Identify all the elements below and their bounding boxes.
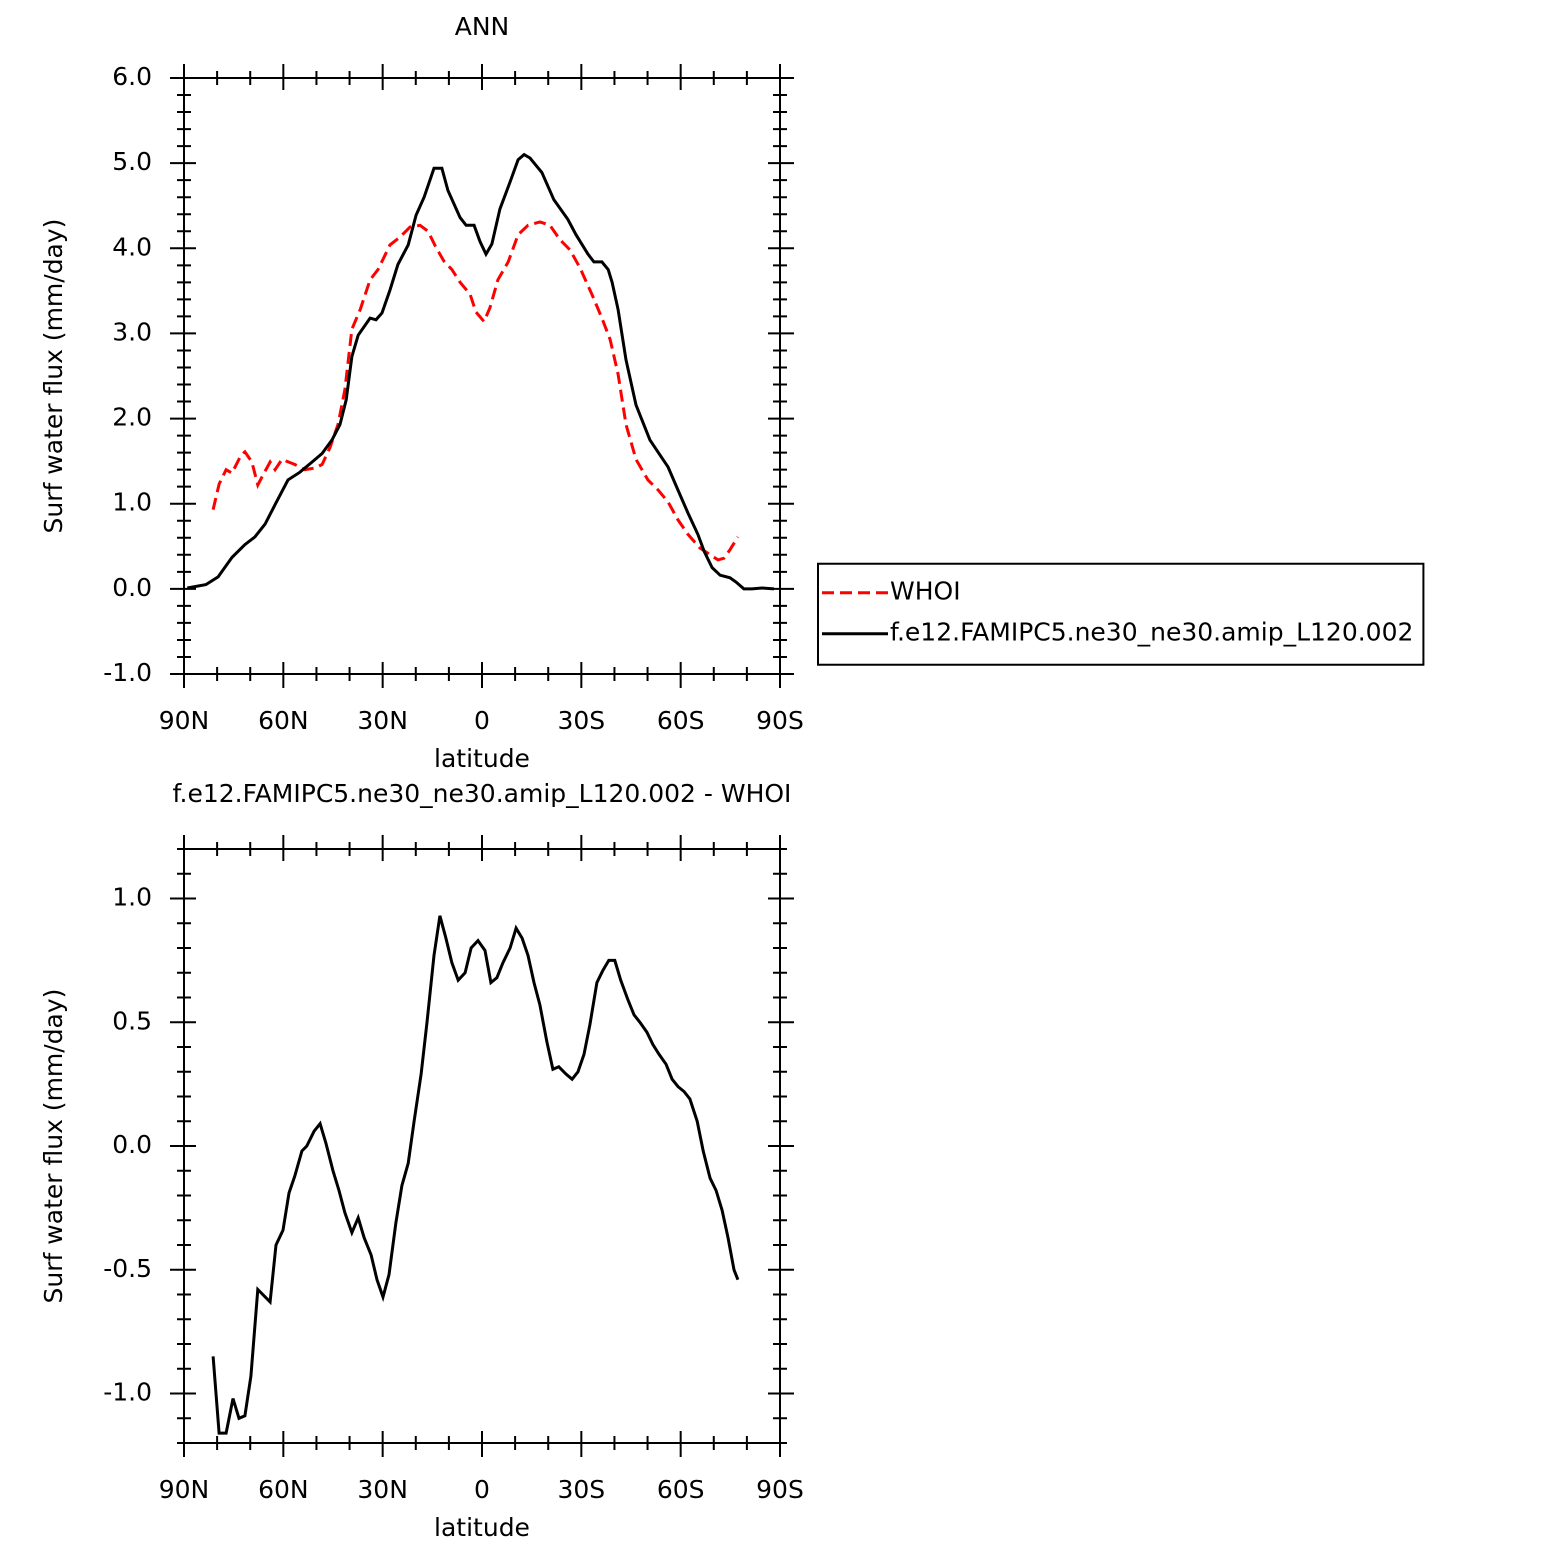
y-tick-label: -1.0 [103, 658, 152, 687]
x-tick-label: 90N [159, 706, 210, 735]
y-tick-label: 0.0 [112, 573, 152, 602]
data-line [187, 152, 775, 591]
y-tick-label: 0.5 [112, 1006, 152, 1035]
y-axis-label: Surf water flux (mm/day) [39, 219, 68, 534]
x-axis-label: latitude [434, 744, 530, 773]
legend-label: f.e12.FAMIPC5.ne30_ne30.amip_L120.002 [890, 618, 1413, 647]
plot-frame [183, 77, 781, 675]
x-tick-label: 60N [258, 1475, 309, 1504]
x-tick-label: 60S [657, 1475, 705, 1504]
legend-box [817, 562, 1425, 666]
x-axis-label: latitude [434, 1513, 530, 1542]
y-tick-label: 2.0 [112, 403, 152, 432]
y-tick-label: 1.0 [112, 883, 152, 912]
y-tick-label: 6.0 [112, 62, 152, 91]
y-axis-label: Surf water flux (mm/day) [39, 989, 68, 1304]
plot-frame [183, 848, 781, 1444]
y-tick-label: 4.0 [112, 232, 152, 261]
x-tick-label: 90S [756, 706, 804, 735]
x-tick-label: 60S [657, 706, 705, 735]
x-tick-label: 0 [474, 706, 490, 735]
x-tick-label: 90N [159, 1475, 210, 1504]
x-tick-label: 30S [557, 1475, 605, 1504]
y-tick-label: -0.5 [103, 1254, 152, 1283]
y-tick-label: 5.0 [112, 147, 152, 176]
legend: WHOI f.e12.FAMIPC5.ne30_ne30.amip_L120.00… [817, 562, 1425, 666]
chart-title: f.e12.FAMIPC5.ne30_ne30.amip_L120.002 - … [173, 779, 792, 808]
y-tick-label: 3.0 [112, 317, 152, 346]
y-tick-label: -1.0 [103, 1378, 152, 1407]
chart-title: ANN [455, 12, 510, 41]
x-tick-label: 90S [756, 1475, 804, 1504]
x-tick-label: 30N [357, 1475, 408, 1504]
data-line [211, 915, 740, 1435]
y-tick-label: 0.0 [112, 1130, 152, 1159]
x-tick-label: 0 [474, 1475, 490, 1504]
x-tick-label: 60N [258, 706, 309, 735]
data-line [211, 220, 740, 562]
legend-label: WHOI [890, 577, 961, 606]
x-tick-label: 30N [357, 706, 408, 735]
x-tick-label: 30S [557, 706, 605, 735]
y-tick-label: 1.0 [112, 488, 152, 517]
